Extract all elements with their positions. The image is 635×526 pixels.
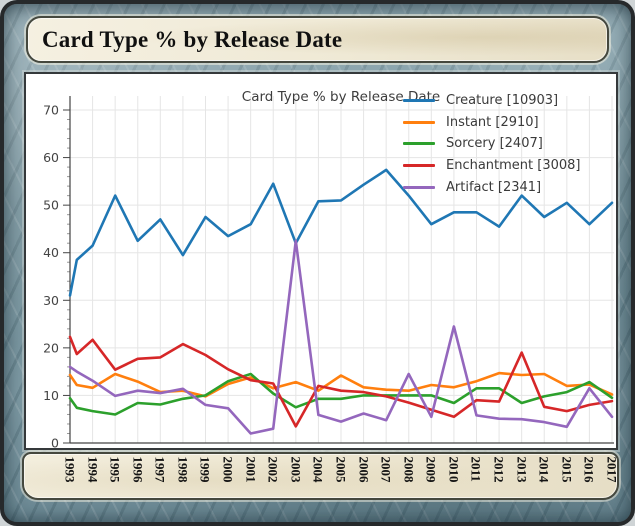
legend-label: Sorcery [2407] — [446, 136, 543, 152]
legend-item-sorcery: Sorcery [2407] — [403, 133, 581, 155]
legend-item-creature: Creature [10903] — [403, 90, 581, 112]
x-axis-tick-label: 2007 — [378, 456, 394, 483]
plot-title: Card Type % by Release Date — [241, 89, 441, 105]
x-axis-tick-label: 1994 — [85, 456, 101, 483]
series-line-instant — [68, 371, 614, 398]
x-axis-tick-label: 2006 — [356, 456, 372, 483]
x-axis-tick-label: 2008 — [401, 456, 417, 483]
x-axis-tick-label: 2013 — [514, 456, 530, 483]
x-axis-tick-label: 2016 — [581, 456, 597, 483]
x-axis-tick-label: 1996 — [130, 456, 146, 483]
x-axis-tick-label: 2012 — [491, 456, 507, 483]
y-axis-tick-label: 70 — [43, 103, 59, 118]
x-axis-label-strip: 1993 1994 1995 1996 1997 1998 1999 2000 2001 2002… — [22, 452, 619, 500]
x-axis-tick-label: 2010 — [446, 456, 462, 483]
legend-label: Artifact [2341] — [446, 179, 542, 195]
x-axis-tick-label: 2014 — [536, 456, 552, 483]
line-chart-canvas: 0 10 20 30 40 50 60 70 — [43, 96, 614, 451]
y-axis-tick-label: 40 — [43, 245, 59, 260]
legend-item-instant: Instant [2910] — [403, 112, 581, 134]
series-line-creature — [68, 168, 614, 297]
y-axis-tick-label: 0 — [51, 436, 59, 449]
x-axis-tick-label: 2004 — [310, 456, 326, 483]
legend-swatch-sorcery — [403, 142, 435, 146]
y-axis-tick-label: 60 — [43, 150, 59, 165]
y-axis-tick-label: 30 — [43, 293, 59, 308]
y-axis-tick-label: 10 — [43, 388, 59, 403]
x-axis-tick-label: 2011 — [468, 456, 484, 482]
series-line-sorcery — [68, 372, 614, 416]
x-axis-tick-label: 1997 — [152, 456, 168, 483]
chart-art-box: 0 10 20 30 40 50 60 70 Card Type % by Release D… — [24, 72, 618, 451]
x-axis-tick-label: 2002 — [265, 456, 281, 483]
legend-item-artifact: Artifact [2341] — [403, 176, 581, 198]
x-axis-tick-label: 2003 — [288, 456, 304, 483]
legend-label: Enchantment [3008] — [446, 158, 581, 174]
legend-swatch-artifact — [403, 185, 435, 189]
legend-swatch-instant — [403, 120, 435, 124]
y-axis-tick-label: 20 — [43, 340, 59, 355]
legend-label: Creature [10903] — [446, 93, 559, 109]
legend-swatch-creature — [403, 99, 435, 103]
card-title: Card Type % by Release Date — [42, 26, 343, 52]
chart-legend: Creature [10903] Instant [2910] Sorcery [2… — [403, 90, 581, 198]
x-axis-tick-label: 2000 — [220, 456, 236, 483]
x-axis-tick-label: 2015 — [559, 456, 575, 483]
x-axis-tick-label: 1993 — [62, 456, 78, 483]
x-axis-tick-label: 2017 — [604, 456, 619, 483]
x-axis-tick-label: 2005 — [333, 456, 349, 483]
legend-item-enchantment: Enchantment [3008] — [403, 155, 581, 177]
y-axis-tick-label: 50 — [43, 198, 59, 213]
x-axis-tick-label: 1999 — [197, 456, 213, 483]
legend-swatch-enchantment — [403, 164, 435, 168]
card-title-bar: Card Type % by Release Date — [26, 16, 609, 63]
legend-label: Instant [2910] — [446, 114, 539, 130]
x-axis-tick-label: 1998 — [175, 456, 191, 483]
x-axis-tick-label: 2001 — [243, 456, 259, 483]
series-line-artifact — [68, 239, 614, 435]
series-line-enchantment — [68, 335, 614, 428]
x-axis-tick-label: 2009 — [423, 456, 439, 483]
x-axis-tick-label: 1995 — [107, 456, 123, 483]
